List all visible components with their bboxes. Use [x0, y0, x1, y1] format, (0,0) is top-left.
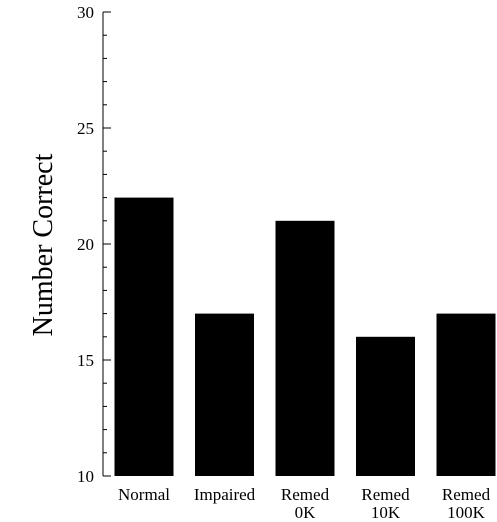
bar [436, 313, 496, 476]
x-tick-label: 0K [295, 503, 317, 522]
x-tick-label: Remed [442, 485, 491, 504]
y-tick-label: 15 [77, 351, 94, 370]
y-tick-label: 30 [77, 3, 94, 22]
x-tick-label: 100K [447, 503, 486, 522]
bar [275, 220, 335, 476]
bar [195, 313, 254, 476]
y-axis-label: Number Correct [28, 153, 59, 336]
bar [114, 197, 174, 476]
y-tick-label: 10 [77, 467, 94, 486]
y-tick-label: 25 [77, 119, 94, 138]
y-ticks: 10 15 20 25 30 [77, 3, 111, 486]
x-tick-label: Remed [361, 485, 410, 504]
y-tick-label: 20 [77, 235, 94, 254]
bar [356, 336, 415, 476]
x-tick-label: Remed [281, 485, 330, 504]
x-tick-label: 10K [371, 503, 401, 522]
x-tick-label: Normal [118, 485, 170, 504]
bars [114, 197, 496, 476]
x-tick-label: Impaired [194, 485, 256, 504]
